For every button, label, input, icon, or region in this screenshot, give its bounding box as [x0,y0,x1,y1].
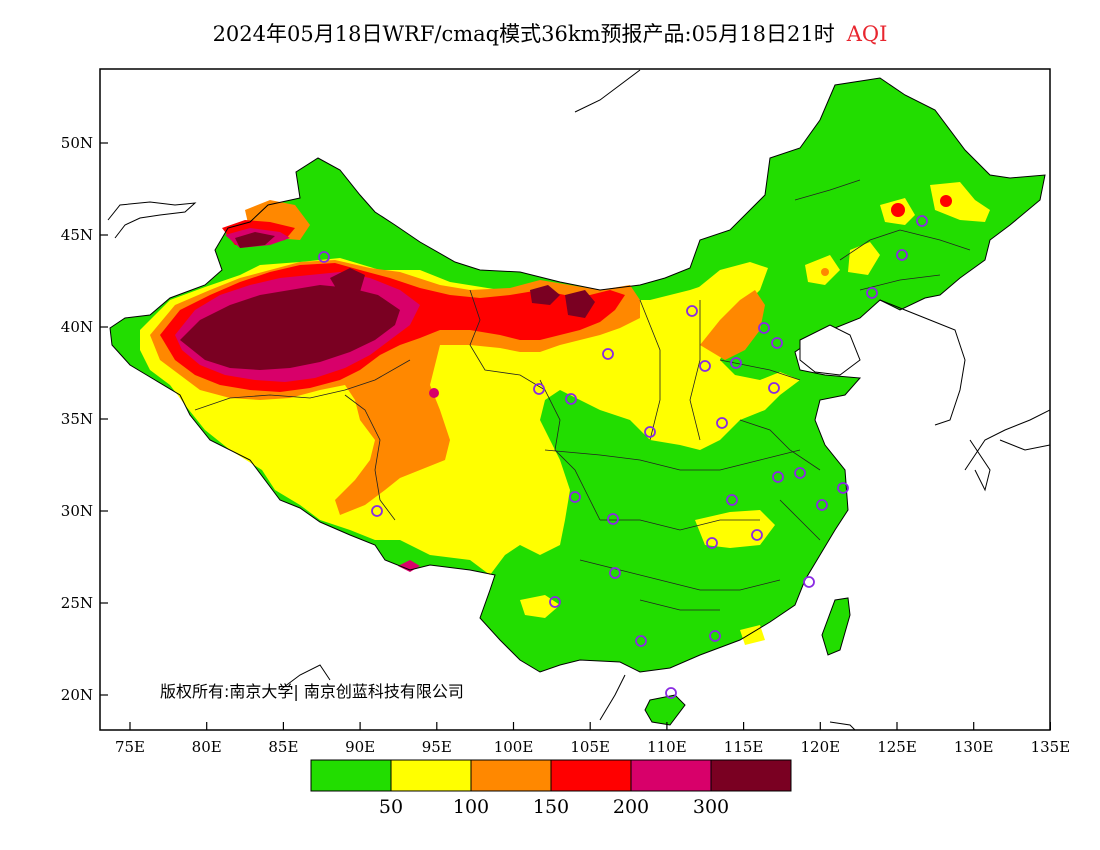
station-markers [318,215,928,699]
station-marker [602,348,614,360]
aqi-moderate-ne [848,242,880,275]
copyright-text: 版权所有:南京大学| 南京创蓝科技有限公司 [160,682,464,701]
station-marker [771,337,783,349]
x-tick-label: 80E [192,738,222,756]
legend-swatch [630,759,712,792]
station-marker [751,529,763,541]
station-marker [803,576,815,588]
variable-label: AQI [846,22,888,46]
province-boundaries [194,179,971,611]
x-tick-label: 95E [422,738,452,756]
legend-label: 200 [613,796,649,818]
x-tick-label: 135E [1031,738,1071,756]
aqi-hazardous-east-a [530,285,560,305]
legend-label: 100 [453,796,489,818]
station-marker [533,383,545,395]
x-tick-label: 110E [647,738,687,756]
bohai-sea [799,324,861,376]
x-tick-label: 75E [115,738,145,756]
taiwan [821,597,851,656]
neighbor-coastlines [107,69,1050,730]
station-marker [866,287,878,299]
station-marker [706,537,718,549]
x-tick-label: 85E [268,738,298,756]
x-axis: 75E 80E 85E 90E 95E 100E 105E 110E 115E 120E 125E 1… [115,722,1070,756]
x-tick-label: 120E [801,738,841,756]
x-tick-label: 115E [724,738,764,756]
station-marker [726,494,738,506]
aqi-hazardous-turpan [330,268,365,295]
y-tick-label: 30N [61,502,93,520]
aqi-legend: 50 100 150 200 300 [310,759,792,818]
legend-label: 300 [693,796,729,818]
station-marker [709,630,721,642]
title-text: 2024年05月18日WRF/cmaq模式36km预报产品:05月18日21时 [212,22,835,46]
aqi-hazardous-dzungaria [235,232,275,248]
map-field: 版权所有:南京大学| 南京创蓝科技有限公司 [107,69,1050,730]
station-marker [768,382,780,394]
aqi-moderate-north-a [688,262,768,340]
x-tick-label: 100E [494,738,534,756]
station-marker [699,360,711,372]
x-tick-label: 125E [877,738,917,756]
y-tick-label: 35N [61,410,93,428]
station-marker [569,491,581,503]
aqi-hotspot-ne-b [940,195,952,207]
station-marker [665,687,677,699]
station-marker [794,467,806,479]
station-marker [716,417,728,429]
station-marker [318,251,330,263]
aqi-hotspot-qinghai [429,388,439,398]
legend-label: 50 [379,796,403,818]
station-marker [837,482,849,494]
aqi-hazardous-tarim [180,285,400,370]
station-marker [896,249,908,261]
x-tick-label: 90E [345,738,375,756]
aqi-moderate-hainan-n [740,625,765,645]
legend-swatch [390,759,472,792]
y-axis: 50N 45N 40N 35N 30N 25N 20N [61,134,108,704]
station-marker [635,635,647,647]
y-tick-label: 20N [61,686,93,704]
station-marker [758,322,770,334]
legend-swatch [550,759,632,792]
map-frame [99,68,1051,731]
y-tick-label: 45N [61,226,93,244]
station-marker [816,499,828,511]
station-marker [730,357,742,369]
legend-label: 150 [533,796,569,818]
map-title: 2024年05月18日WRF/cmaq模式36km预报产品:05月18日21时 A… [0,18,1100,48]
station-marker [644,426,656,438]
x-tick-label: 130E [954,738,994,756]
aqi-hotspot-ne-c [821,268,829,276]
station-marker [916,215,928,227]
legend-swatch [710,759,792,792]
station-marker [609,567,621,579]
station-marker [686,305,698,317]
station-marker [549,596,561,608]
aqi-usg-north-china [700,290,765,360]
aqi-moderate-ne2 [930,182,990,222]
station-marker [371,505,383,517]
aqi-hazardous-east-b [565,290,595,318]
legend-swatch [310,759,392,792]
y-tick-label: 40N [61,318,93,336]
station-marker [607,513,619,525]
station-marker [772,471,784,483]
y-tick-label: 25N [61,594,93,612]
legend-swatch [470,759,552,792]
aqi-hotspot-ne-a [891,203,905,217]
y-tick-label: 50N [61,134,93,152]
station-marker [565,393,577,405]
x-tick-label: 105E [570,738,610,756]
